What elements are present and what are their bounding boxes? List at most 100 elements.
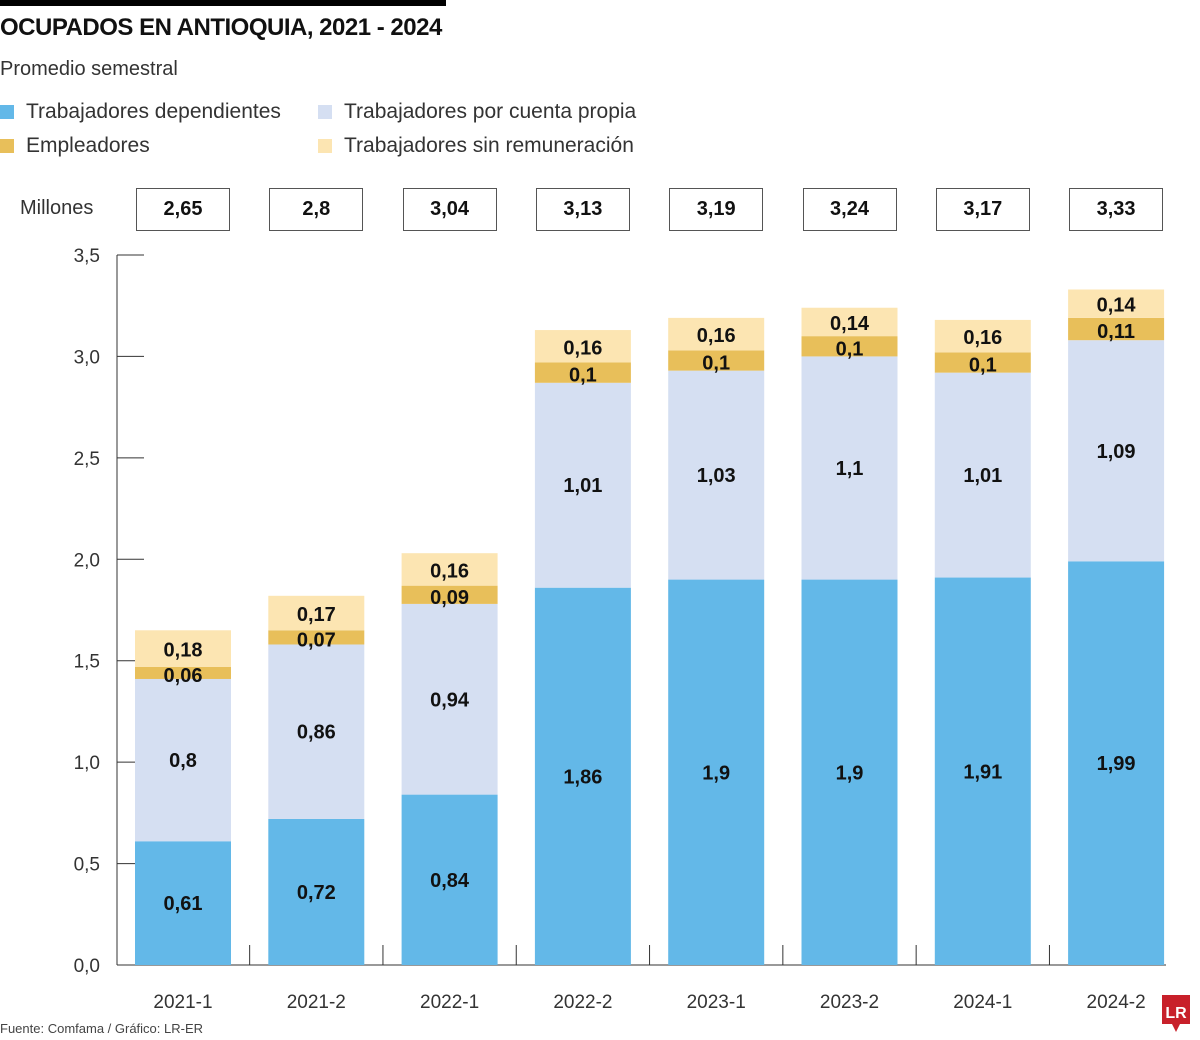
- total-box: 2,65: [136, 188, 230, 231]
- data-label: 0,72: [297, 882, 336, 904]
- legend-item-dependientes: Trabajadores dependientes: [0, 100, 281, 124]
- legend-swatch: [0, 105, 14, 119]
- y-tick-label: 3,5: [74, 246, 100, 267]
- data-label: 1,9: [702, 762, 730, 784]
- x-tick-label: 2024-2: [1087, 992, 1146, 1013]
- data-label: 1,9: [836, 762, 864, 784]
- legend-item-cuenta-propia: Trabajadores por cuenta propia: [318, 100, 636, 124]
- bar-segment: [668, 317, 765, 351]
- bar-segment: [801, 307, 898, 337]
- x-tick-label: 2022-2: [553, 992, 612, 1013]
- bar-segment: [934, 319, 1031, 353]
- data-label: 0,8: [169, 750, 197, 772]
- data-label: 0,14: [830, 313, 870, 335]
- data-label: 1,01: [963, 465, 1002, 487]
- bar-segment: [534, 362, 631, 383]
- bar-segment: [668, 350, 765, 371]
- x-tick-label: 2024-1: [953, 992, 1012, 1013]
- data-label: 0,14: [1097, 295, 1137, 317]
- total-box: 3,04: [402, 188, 497, 231]
- data-label: 0,94: [430, 689, 470, 711]
- data-label: 0,16: [697, 325, 736, 347]
- total-box: 3,33: [1069, 188, 1164, 231]
- data-label: 0,86: [297, 722, 336, 744]
- y-tick-label: 0,5: [74, 855, 100, 876]
- legend-item-empleadores: Empleadores: [0, 134, 150, 158]
- data-label: 1,01: [563, 475, 602, 497]
- lr-logo-text: LR: [1165, 1005, 1187, 1022]
- x-tick-label: 2022-1: [420, 992, 479, 1013]
- chart-subtitle: Promedio semestral: [0, 58, 178, 80]
- data-label: 1,03: [697, 465, 736, 487]
- data-label: 0,1: [569, 365, 597, 387]
- data-label: 0,1: [702, 352, 730, 374]
- data-label: 1,1: [836, 458, 864, 480]
- legend-item-sin-remuneracion: Trabajadores sin remuneración: [318, 134, 634, 158]
- bar-segment: [401, 603, 498, 795]
- bar-segment: [135, 678, 231, 842]
- data-label: 0,07: [297, 629, 336, 651]
- bar-segment: [1068, 317, 1165, 341]
- data-label: 1,91: [963, 761, 1002, 783]
- data-label: 0,1: [969, 355, 997, 377]
- legend-swatch: [0, 139, 14, 153]
- bar-segment: [1068, 340, 1165, 562]
- chart-title: OCUPADOS EN ANTIOQUIA, 2021 - 2024: [0, 14, 442, 41]
- bar-segment: [534, 382, 631, 588]
- bar-segment: [534, 587, 631, 965]
- y-tick-label: 2,0: [74, 550, 100, 571]
- legend-swatch: [318, 105, 332, 119]
- x-tick-label: 2023-1: [687, 992, 746, 1013]
- lr-logo-icon: [1162, 995, 1190, 1032]
- x-tick-label: 2021-1: [153, 992, 212, 1013]
- y-tick-label: 3,0: [74, 347, 100, 368]
- bar-segment: [268, 644, 365, 819]
- bar-segment: [401, 794, 498, 965]
- data-label: 0,16: [563, 337, 602, 359]
- total-box: 3,24: [802, 188, 897, 231]
- data-label: 0,06: [164, 665, 203, 687]
- legend-label: Trabajadores sin remuneración: [344, 134, 634, 157]
- data-label: 0,17: [297, 604, 336, 626]
- bar-segment: [135, 841, 231, 965]
- bar-segment: [1068, 289, 1165, 318]
- data-label: 0,16: [430, 560, 469, 582]
- legend-label: Trabajadores dependientes: [26, 100, 281, 123]
- y-tick-label: 0,0: [74, 956, 100, 977]
- total-box: 2,8: [269, 188, 364, 231]
- bar-segment: [934, 352, 1031, 373]
- bar-segment: [668, 579, 765, 965]
- data-label: 1,86: [563, 766, 602, 788]
- bar-segment: [268, 818, 365, 965]
- bar-segment: [934, 577, 1031, 965]
- data-label: 0,11: [1097, 321, 1135, 343]
- bar-segment: [1068, 561, 1165, 965]
- data-label: 0,16: [963, 327, 1002, 349]
- data-label: 0,09: [430, 587, 469, 609]
- bar-segment: [401, 553, 498, 586]
- total-box: 3,13: [535, 188, 630, 231]
- bar-segment: [934, 372, 1031, 578]
- x-tick-label: 2023-2: [820, 992, 879, 1013]
- total-box: 3,19: [669, 188, 764, 231]
- bar-segment: [801, 336, 898, 357]
- bar-segment: [268, 595, 365, 631]
- legend-swatch: [318, 139, 332, 153]
- legend-label: Empleadores: [26, 134, 150, 157]
- top-rule: [0, 0, 446, 6]
- x-tick-label: 2021-2: [287, 992, 346, 1013]
- source-note: Fuente: Comfama / Gráfico: LR-ER: [0, 1021, 204, 1036]
- y-tick-label: 1,5: [74, 652, 100, 673]
- legend-label: Trabajadores por cuenta propia: [344, 100, 637, 123]
- bar-segment: [135, 630, 231, 667]
- data-label: 1,99: [1097, 753, 1136, 775]
- y-tick-label: 2,5: [74, 449, 100, 470]
- data-label: 1,09: [1097, 441, 1136, 463]
- y-tick-label: 1,0: [74, 753, 100, 774]
- bar-segment: [534, 330, 631, 363]
- bar-segment: [801, 579, 898, 965]
- data-label: 0,61: [164, 893, 203, 915]
- bar-segment: [801, 356, 898, 580]
